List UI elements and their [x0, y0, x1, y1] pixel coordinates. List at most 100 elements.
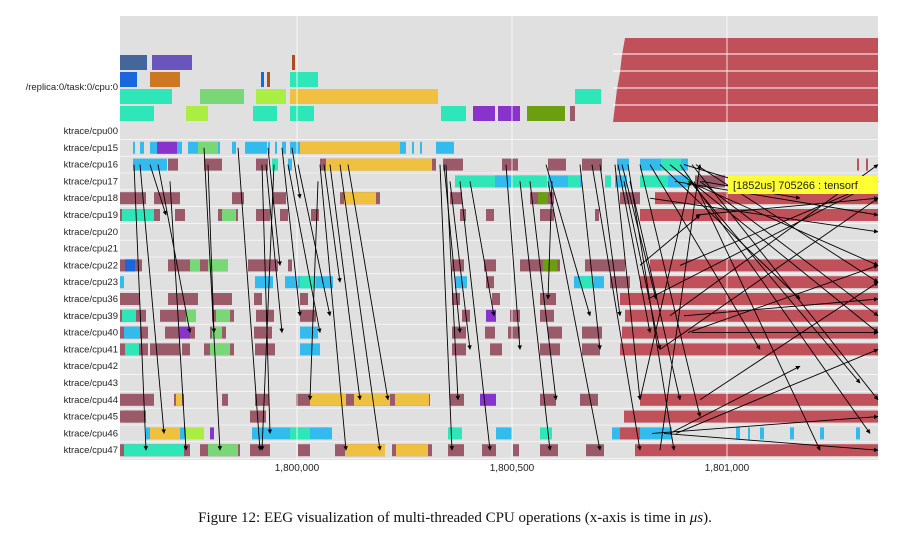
- cpu-row-bar[interactable]: [326, 158, 432, 171]
- cpu-row-bar[interactable]: [256, 309, 274, 322]
- cpu-row-bar[interactable]: [540, 309, 554, 322]
- cpu-row-bar[interactable]: [120, 192, 146, 205]
- cpu-row-bar[interactable]: [180, 326, 190, 339]
- cpu-row-bar[interactable]: [175, 209, 185, 221]
- cpu-row-bar[interactable]: [420, 141, 422, 154]
- task-bar[interactable]: [290, 106, 314, 121]
- cpu-row-bar[interactable]: [586, 444, 604, 457]
- cpu-row-bar[interactable]: [640, 393, 878, 406]
- cpu-row-bar[interactable]: [448, 427, 462, 440]
- cpu-row-bar[interactable]: [345, 444, 385, 457]
- cpu-row-bar[interactable]: [120, 293, 140, 305]
- cpu-row-bar[interactable]: [585, 259, 625, 272]
- cpu-row-bar[interactable]: [480, 393, 496, 406]
- cpu-row-bar[interactable]: [288, 259, 292, 272]
- cpu-row-bar[interactable]: [245, 141, 267, 154]
- cpu-row-bar[interactable]: [204, 158, 222, 171]
- cpu-row-bar[interactable]: [124, 326, 140, 339]
- task-bar[interactable]: [473, 106, 495, 121]
- task-bar[interactable]: [186, 106, 208, 121]
- cpu-row-bar[interactable]: [122, 309, 136, 322]
- task-bar[interactable]: [120, 89, 172, 104]
- cpu-row-bar[interactable]: [736, 427, 740, 440]
- task-bar[interactable]: [120, 106, 154, 121]
- cpu-row-bar[interactable]: [150, 343, 180, 356]
- cpu-row-bar[interactable]: [133, 141, 135, 154]
- cpu-row-bar[interactable]: [595, 209, 599, 221]
- cpu-row-bar[interactable]: [820, 427, 824, 440]
- cpu-row-bar[interactable]: [508, 326, 520, 339]
- cpu-row-bar[interactable]: [448, 444, 464, 457]
- cpu-row-bar[interactable]: [222, 393, 228, 406]
- cpu-row-bar[interactable]: [311, 209, 319, 221]
- cpu-row-bar[interactable]: [617, 158, 629, 171]
- cpu-row-bar[interactable]: [640, 209, 878, 221]
- cpu-row-bar[interactable]: [548, 326, 562, 339]
- cpu-row-bar[interactable]: [412, 141, 414, 154]
- cpu-row-bar[interactable]: [655, 192, 878, 205]
- cpu-row-bar[interactable]: [120, 393, 154, 406]
- task-bar[interactable]: [441, 106, 466, 121]
- cpu-row-bar[interactable]: [635, 444, 878, 457]
- cpu-row-bar[interactable]: [460, 209, 466, 221]
- cpu-row-bar[interactable]: [510, 309, 520, 322]
- cpu-row-bar[interactable]: [482, 444, 496, 457]
- cpu-row-bar[interactable]: [540, 393, 556, 406]
- cpu-row-bar[interactable]: [168, 158, 178, 171]
- cpu-row-bar[interactable]: [443, 158, 463, 171]
- task-bar-large[interactable]: [613, 38, 878, 122]
- cpu-row-bar[interactable]: [300, 309, 316, 322]
- cpu-row-bar[interactable]: [490, 343, 502, 356]
- cpu-row-bar[interactable]: [186, 309, 196, 322]
- cpu-row-bar[interactable]: [856, 427, 860, 440]
- cpu-row-bar[interactable]: [568, 175, 580, 188]
- cpu-row-bar[interactable]: [255, 343, 275, 356]
- cpu-row-bar[interactable]: [760, 427, 764, 440]
- cpu-row-bar[interactable]: [455, 276, 467, 289]
- cpu-row-bar[interactable]: [344, 192, 376, 205]
- cpu-row-bar[interactable]: [452, 343, 466, 356]
- cpu-row-bar[interactable]: [120, 276, 124, 289]
- cpu-row-bar[interactable]: [280, 209, 288, 221]
- cpu-row-bar[interactable]: [275, 141, 277, 154]
- cpu-row-bar[interactable]: [300, 343, 320, 356]
- cpu-row-bar[interactable]: [625, 309, 878, 322]
- cpu-row-bar[interactable]: [300, 293, 308, 305]
- cpu-row-bar[interactable]: [300, 326, 318, 339]
- cpu-row-bar[interactable]: [300, 276, 316, 289]
- cpu-row-bar[interactable]: [222, 209, 236, 221]
- cpu-row-bar[interactable]: [452, 293, 460, 305]
- cpu-row-bar[interactable]: [125, 259, 135, 272]
- task-bar[interactable]: [498, 106, 520, 121]
- cpu-row-bar[interactable]: [300, 141, 400, 154]
- task-bar[interactable]: [267, 72, 270, 87]
- cpu-row-bar[interactable]: [210, 427, 214, 440]
- cpu-row-bar[interactable]: [210, 343, 230, 356]
- cpu-row-bar[interactable]: [272, 158, 278, 171]
- cpu-row-bar[interactable]: [620, 192, 640, 205]
- cpu-row-bar[interactable]: [186, 293, 198, 305]
- cpu-row-bar[interactable]: [543, 259, 557, 272]
- cpu-row-bar[interactable]: [124, 444, 184, 457]
- cpu-row-bar[interactable]: [198, 141, 218, 154]
- cpu-row-bar[interactable]: [124, 410, 140, 423]
- cpu-row-bar[interactable]: [436, 141, 454, 154]
- cpu-row-bar[interactable]: [582, 343, 600, 356]
- task-bar[interactable]: [290, 89, 438, 104]
- task-bar[interactable]: [261, 72, 264, 87]
- cpu-row-bar[interactable]: [322, 427, 332, 440]
- task-bar[interactable]: [150, 72, 180, 87]
- cpu-row-bar[interactable]: [216, 309, 230, 322]
- cpu-row-bar[interactable]: [282, 141, 286, 154]
- cpu-row-bar[interactable]: [255, 393, 269, 406]
- cpu-row-bar[interactable]: [640, 276, 878, 289]
- cpu-row-bar[interactable]: [485, 326, 495, 339]
- cpu-row-bar[interactable]: [450, 393, 464, 406]
- cpu-row-bar[interactable]: [450, 192, 462, 205]
- cpu-row-bar[interactable]: [580, 393, 598, 406]
- cpu-row-bar[interactable]: [122, 209, 154, 221]
- cpu-row-bar[interactable]: [502, 158, 518, 171]
- cpu-row-bar[interactable]: [857, 158, 859, 171]
- cpu-row-bar[interactable]: [212, 293, 232, 305]
- task-bar[interactable]: [120, 72, 137, 87]
